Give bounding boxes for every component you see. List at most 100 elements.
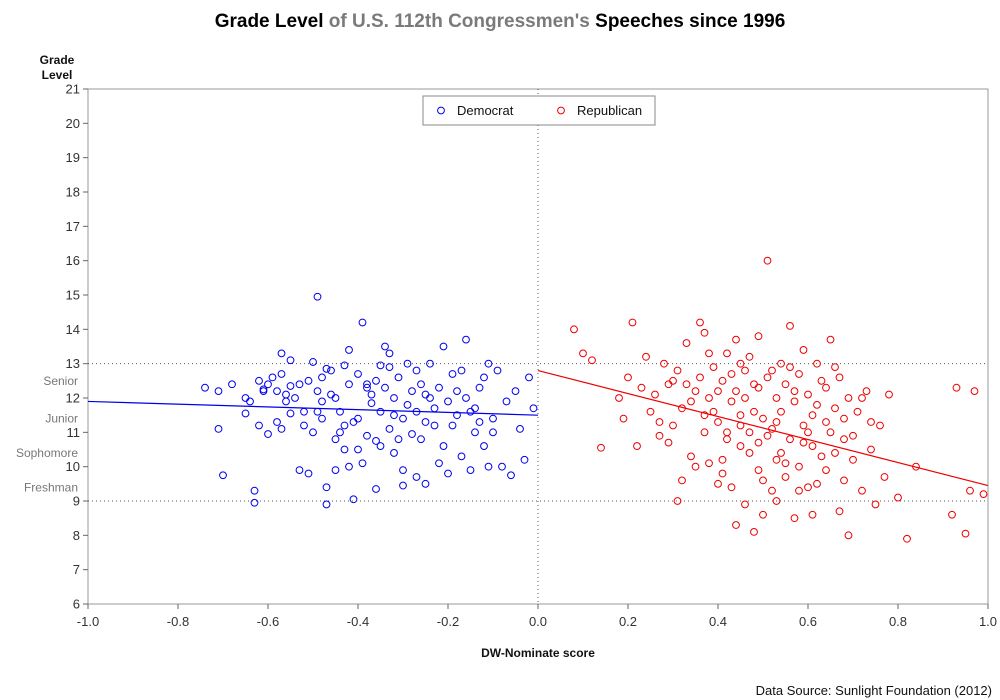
data-point-republican: [804, 428, 812, 437]
data-point-democrat: [300, 407, 308, 416]
data-point-republican: [880, 473, 889, 481]
data-point-democrat: [246, 397, 254, 406]
data-point-democrat: [268, 373, 277, 382]
x-tick-label: -0.6: [257, 614, 279, 629]
y-tick-label: 11: [67, 425, 81, 440]
data-point-republican: [696, 318, 704, 327]
data-point-democrat: [358, 318, 367, 327]
data-point-republican: [808, 510, 817, 519]
data-point-democrat: [457, 452, 466, 461]
data-point-democrat: [466, 466, 475, 475]
data-point-republican: [741, 500, 749, 509]
data-point-republican: [700, 411, 709, 420]
data-point-democrat: [484, 359, 493, 368]
data-point-democrat: [286, 409, 295, 418]
data-point-democrat: [385, 363, 394, 372]
data-point-republican: [628, 318, 637, 327]
grade-level-label: Freshman: [24, 480, 78, 494]
data-point-republican: [831, 449, 839, 457]
data-point-democrat: [453, 387, 461, 396]
data-point-republican: [871, 500, 880, 509]
chart-title-part: Speeches since 1996: [595, 11, 785, 32]
data-point-democrat: [529, 404, 538, 413]
data-point-republican: [795, 486, 803, 495]
data-point-republican: [948, 510, 956, 519]
data-point-republican: [750, 407, 758, 416]
data-point-democrat: [439, 442, 448, 450]
data-point-republican: [754, 383, 763, 392]
data-point-republican: [826, 428, 835, 437]
data-point-republican: [790, 387, 799, 396]
data-point-democrat: [349, 495, 358, 504]
data-point-republican: [741, 366, 749, 375]
data-point-democrat: [318, 373, 326, 382]
data-point-republican: [705, 394, 713, 402]
legend-label-democrat: Democrat: [457, 103, 514, 118]
data-point-republican: [669, 421, 677, 430]
trend-line-republican: [537, 369, 989, 487]
data-point-democrat: [372, 485, 380, 493]
data-point-democrat: [309, 428, 317, 437]
data-point-republican: [718, 469, 727, 478]
chart-title: Grade Level of U.S. 112th Congressmen's …: [215, 11, 786, 32]
data-point-democrat: [484, 462, 493, 471]
data-point-democrat: [214, 387, 223, 396]
data-points: [201, 256, 988, 543]
data-point-democrat: [259, 385, 268, 394]
y-axis-title-line: Grade: [40, 53, 75, 67]
data-point-democrat: [273, 418, 281, 426]
data-point-republican: [642, 352, 650, 361]
data-point-democrat: [282, 397, 290, 406]
data-point-democrat: [363, 380, 371, 389]
data-point-republican: [718, 376, 727, 385]
data-point-republican: [763, 373, 772, 382]
data-point-republican: [961, 529, 970, 538]
data-point-democrat: [331, 394, 340, 402]
x-tick-label: -0.8: [167, 614, 189, 629]
data-point-republican: [772, 455, 781, 464]
legend-marker-democrat: [437, 106, 445, 115]
data-point-democrat: [318, 397, 326, 406]
data-point-republican: [759, 476, 767, 485]
data-point-republican: [718, 455, 727, 464]
data-point-democrat: [273, 387, 281, 396]
data-point-republican: [714, 387, 722, 396]
data-point-republican: [831, 363, 839, 372]
reference-lines: [88, 89, 988, 604]
data-point-republican: [894, 493, 902, 502]
data-point-republican: [633, 442, 641, 450]
grade-level-label: Senior: [43, 374, 78, 388]
data-point-republican: [808, 411, 817, 420]
data-point-republican: [790, 397, 799, 406]
data-point-democrat: [255, 421, 263, 430]
data-point-republican: [799, 421, 808, 430]
data-source-note: Data Source: Sunlight Foundation (2012): [755, 683, 992, 698]
data-point-democrat: [430, 404, 439, 413]
grade-level-label: Junior: [45, 412, 78, 426]
data-point-republican: [822, 383, 830, 392]
data-point-republican: [808, 442, 817, 450]
data-point-republican: [781, 380, 790, 389]
data-point-democrat: [354, 445, 362, 454]
data-point-democrat: [426, 359, 434, 368]
data-point-democrat: [241, 409, 250, 418]
data-point-republican: [682, 380, 691, 389]
data-point-republican: [691, 462, 700, 471]
x-tick-label: -1.0: [77, 614, 99, 629]
data-point-republican: [682, 339, 691, 347]
data-point-republican: [862, 387, 871, 396]
data-point-democrat: [435, 459, 443, 468]
data-point-democrat: [367, 390, 376, 399]
data-point-democrat: [322, 364, 331, 373]
data-point-republican: [844, 531, 853, 540]
y-tick-label: 14: [66, 322, 80, 337]
data-point-republican: [723, 349, 731, 358]
x-tick-label: 0.2: [619, 614, 637, 629]
data-point-democrat: [385, 349, 394, 358]
data-point-republican: [970, 387, 979, 396]
data-point-democrat: [277, 370, 286, 378]
data-point-democrat: [295, 380, 304, 389]
data-point-democrat: [480, 373, 488, 382]
data-point-democrat: [241, 394, 250, 402]
x-axis: -1.0 -0.8 -0.6 -0.4 -0.2 0.0 0.2 0.4 0.6 0.8 1.0: [77, 604, 997, 629]
